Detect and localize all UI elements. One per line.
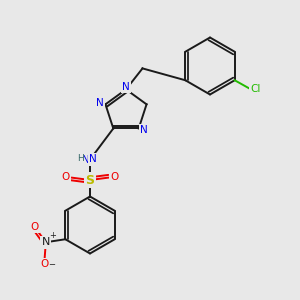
- Text: N: N: [89, 154, 97, 164]
- Text: −: −: [48, 260, 55, 269]
- Text: N: N: [122, 82, 130, 92]
- Text: +: +: [49, 231, 56, 240]
- Text: S: S: [85, 173, 94, 187]
- Text: O: O: [40, 259, 48, 269]
- Text: H: H: [77, 154, 84, 163]
- Text: O: O: [110, 172, 118, 182]
- Text: N: N: [140, 125, 148, 135]
- Text: O: O: [62, 172, 70, 182]
- Text: N: N: [96, 98, 104, 108]
- Text: Cl: Cl: [250, 84, 261, 94]
- Text: O: O: [30, 222, 38, 232]
- Text: NH: NH: [82, 154, 98, 165]
- Text: N: N: [42, 237, 50, 247]
